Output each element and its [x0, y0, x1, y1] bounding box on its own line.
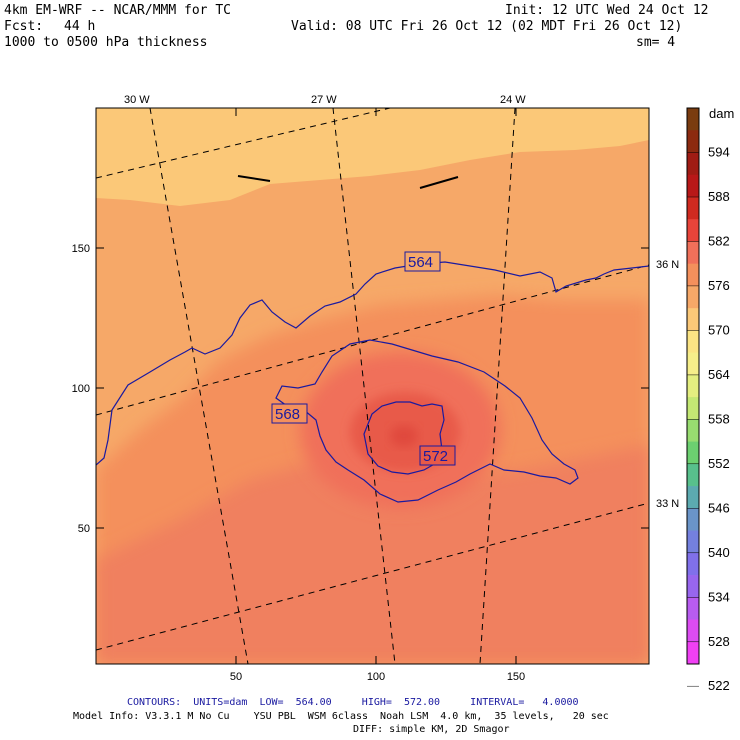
- contour-564: [96, 261, 649, 466]
- axis-labels: 30 W 27 W 24 W 36 N 33 N 50 100 150 150 …: [72, 94, 680, 683]
- colorbar-swatch: [687, 285, 699, 309]
- contour-label-572: 572: [423, 448, 448, 465]
- colorbar-level-label: 522: [708, 678, 730, 693]
- lon-label-30w: 30 W: [124, 94, 150, 106]
- colorbar-swatch: [687, 575, 699, 598]
- colorbar-level-label: 540: [708, 545, 730, 560]
- colorbar-level-label: 576: [708, 278, 730, 293]
- diff-info: DIFF: simple KM, 2D Smagor: [353, 724, 510, 735]
- colorbar: [686, 107, 700, 687]
- frame-ticks: [96, 108, 649, 664]
- contour-label-564-box: [404, 251, 441, 272]
- colorbar-level-label: 546: [708, 500, 730, 515]
- y-tick-50: 50: [78, 523, 90, 535]
- colorbar-level-label: 564: [708, 367, 730, 382]
- lat-label-36n: 36 N: [656, 259, 679, 271]
- colorbar-swatch: [687, 152, 699, 176]
- field-name: 1000 to 0500 hPa thickness: [4, 35, 208, 50]
- colorbar-level-label: 582: [708, 233, 730, 248]
- x-tick-150: 150: [507, 671, 525, 683]
- contour-lines: [96, 261, 649, 503]
- forecast-hours: 44 h: [64, 19, 96, 34]
- colorbar-swatch: [687, 174, 699, 198]
- colorbar-swatch: [687, 597, 699, 620]
- parallel-33n: [96, 502, 649, 651]
- map-frame: [95, 107, 650, 665]
- wind-barb-west: [237, 175, 271, 182]
- colorbar-level-label: 588: [708, 189, 730, 204]
- y-tick-150: 150: [72, 243, 90, 255]
- colorbar-swatch: [687, 419, 699, 442]
- colorbar-level-label: 528: [708, 634, 730, 649]
- lon-label-27w: 27 W: [311, 94, 337, 106]
- smoothing-label: sm= 4: [636, 35, 676, 50]
- colorbar-swatch: [687, 508, 699, 531]
- graticule: [96, 108, 649, 664]
- meridian-27w: [332, 108, 396, 664]
- colorbar-level-label: 534: [708, 589, 730, 604]
- contour-572: [363, 401, 445, 475]
- colorbar-swatch: [687, 263, 699, 287]
- colorbar-swatch: [687, 374, 699, 398]
- contour-568: [275, 339, 579, 503]
- wind-barb-east: [419, 176, 459, 189]
- wind-barbs: [237, 175, 459, 189]
- model-info: Model Info: V3.3.1 M No Cu YSU PBL WSM 6…: [73, 711, 609, 722]
- forecast-label: Fcst:: [4, 19, 44, 34]
- model-title: 4km EM-WRF -- NCAR/MMM for TC: [4, 3, 231, 18]
- lat-label-33n: 33 N: [656, 498, 679, 510]
- colorbar-swatch: [687, 108, 699, 131]
- colorbar-unit: dam: [709, 106, 734, 121]
- init-time: Init: 12 UTC Wed 24 Oct 12: [505, 3, 709, 18]
- colorbar-level-label: 552: [708, 456, 730, 471]
- shade-570-south: [96, 445, 649, 664]
- colorbar-swatch: [687, 241, 699, 265]
- colorbar-level-label: 570: [708, 322, 730, 337]
- colorbar-swatch: [687, 619, 699, 643]
- colorbar-swatch: [687, 463, 699, 487]
- valid-time: Valid: 08 UTC Fri 26 Oct 12 (02 MDT Fri …: [291, 19, 683, 34]
- x-tick-50: 50: [230, 671, 242, 683]
- colorbar-swatch: [687, 486, 699, 509]
- colorbar-swatch: [687, 552, 699, 576]
- colorbar-swatch: [687, 530, 699, 554]
- contour-info: CONTOURS: UNITS=dam LOW= 564.00 HIGH= 57…: [127, 697, 579, 708]
- colorbar-swatch: [687, 352, 699, 376]
- map-fill: [96, 108, 649, 664]
- contour-label-564: 564: [408, 254, 433, 271]
- colorbar-frame: [686, 107, 700, 665]
- colorbar-swatch: [687, 441, 699, 465]
- meridian-24w: [479, 108, 516, 664]
- colorbar-level-label: 594: [708, 145, 730, 160]
- lon-label-24w: 24 W: [500, 94, 526, 106]
- colorbar-swatch: [687, 196, 699, 220]
- colorbar-swatch: [687, 308, 699, 331]
- shade-574-center: [390, 425, 418, 447]
- colorbar-labels: 594 588 582 576 570 564 558 552 546 540 534 528 522: [708, 145, 730, 694]
- colorbar-swatch: [687, 641, 699, 665]
- contour-label-568: 568: [275, 406, 300, 423]
- colorbar-swatch: [687, 330, 699, 354]
- contour-label-572-box: [419, 445, 456, 466]
- y-tick-100: 100: [72, 383, 90, 395]
- colorbar-swatch: [687, 397, 699, 420]
- contour-label-group: 564 568 572: [271, 251, 456, 466]
- contour-label-568-box: [271, 403, 308, 424]
- x-tick-100: 100: [367, 671, 385, 683]
- colorbar-level-label: 558: [708, 411, 730, 426]
- colorbar-swatch: [687, 130, 699, 153]
- shade-562-north: [96, 108, 649, 206]
- colorbar-swatch: [687, 219, 699, 242]
